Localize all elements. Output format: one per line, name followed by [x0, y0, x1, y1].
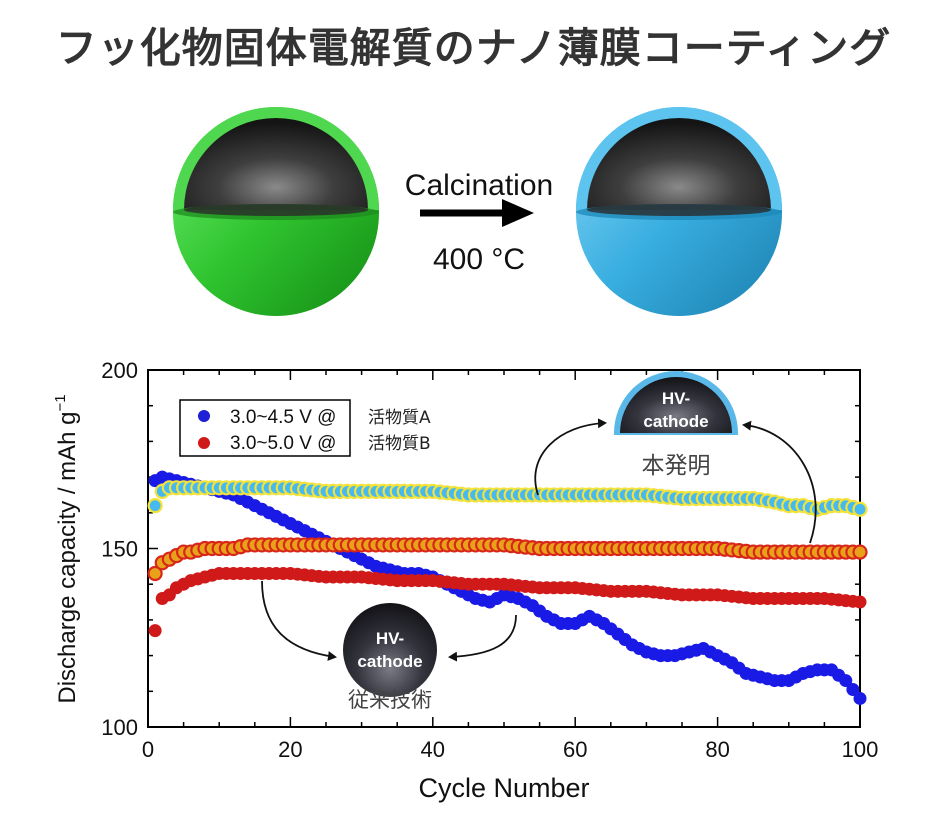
calcination-arrow: Calcination 400 °C	[405, 169, 553, 276]
y-axis-label-text: Discharge capacity / mAh g	[54, 411, 81, 703]
axis-tick-labels: 0 20 40 60 80 100 100 150 200	[101, 358, 878, 762]
data-point	[852, 544, 868, 560]
x-tick-label: 20	[278, 737, 302, 762]
data-point	[148, 624, 162, 638]
x-tick-label: 40	[421, 737, 445, 762]
x-tick-label: 80	[705, 737, 729, 762]
invention-callout: HV- cathode 本発明	[534, 371, 817, 544]
data-points	[147, 470, 868, 705]
x-tick-label: 0	[142, 737, 154, 762]
series-3	[147, 480, 868, 517]
conventional-arrow-right	[448, 614, 517, 662]
calcination-label: Calcination	[405, 169, 553, 202]
series-1	[148, 566, 867, 638]
data-point	[852, 501, 868, 517]
data-point	[147, 498, 163, 514]
legend: 3.0~4.5 V @ 活物質A 3.0~5.0 V @ 活物質B	[179, 399, 431, 457]
invention-label: 本発明	[642, 453, 711, 479]
conventional-arrow-left	[261, 580, 337, 661]
conventional-particle-label-line1: HV-	[376, 629, 404, 648]
legend-marker-red	[198, 437, 210, 449]
data-point	[839, 674, 853, 688]
conventional-particle-label-line2: cathode	[357, 652, 422, 671]
series-0	[148, 470, 867, 705]
invention-arrow-right	[742, 420, 817, 544]
calcination-schematic: Calcination 400 °C	[173, 107, 782, 316]
invention-arrow-left	[534, 418, 607, 496]
data-point	[853, 691, 867, 705]
coated-particle-after	[576, 107, 782, 316]
x-axis-label: Cycle Number	[418, 773, 589, 803]
y-tick-label: 150	[101, 537, 138, 562]
temperature-label: 400 °C	[433, 243, 525, 276]
legend-label-1: 3.0~4.5 V @	[230, 407, 336, 428]
y-axis-label: Discharge capacity / mAh g−1	[52, 394, 81, 703]
legend-material-1: 活物質A	[368, 408, 431, 428]
page-title: フッ化物固体電解質のナノ薄膜コーティング	[55, 24, 892, 72]
capacity-chart: 0 20 40 60 80 100 100 150 200 Cycle Number Disch…	[52, 358, 878, 803]
axis-ticks	[147, 369, 861, 728]
x-tick-label: 100	[842, 737, 879, 762]
y-tick-label: 100	[101, 715, 138, 740]
data-point	[853, 595, 867, 609]
invention-particle-core	[620, 377, 732, 433]
data-point	[147, 565, 163, 582]
conventional-particle	[343, 603, 437, 697]
conventional-label: 従来技術	[348, 688, 432, 712]
invention-particle-label-line1: HV-	[662, 389, 690, 408]
legend-label-2: 3.0~5.0 V @	[230, 433, 336, 454]
data-point	[846, 683, 860, 697]
y-axis-label-superscript: −1	[52, 394, 69, 411]
y-tick-label: 200	[101, 358, 138, 383]
invention-particle-label-line2: cathode	[643, 412, 708, 431]
coated-particle-before	[173, 107, 379, 316]
series-2	[147, 537, 868, 582]
legend-material-2: 活物質B	[368, 434, 431, 454]
x-tick-label: 60	[563, 737, 587, 762]
legend-marker-blue	[198, 410, 210, 422]
conventional-callout: HV- cathode 従来技術	[261, 580, 517, 712]
